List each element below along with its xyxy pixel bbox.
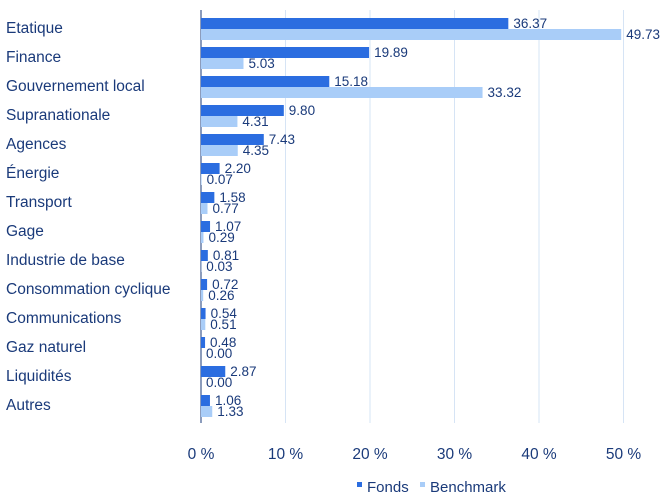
value-label: 0.51: [210, 317, 236, 332]
value-label: 2.87: [230, 364, 256, 379]
category-label: Gaz naturel: [6, 339, 86, 356]
category-label: Supranationale: [6, 107, 110, 124]
x-tick-label: 10 %: [268, 446, 304, 463]
category-labels: Etatique Finance Gouvernement local Suprana…: [6, 20, 171, 414]
bar-fonds: [201, 221, 211, 232]
bar-benchmark: [201, 116, 238, 127]
value-label: 4.35: [243, 143, 269, 158]
value-label: 9.80: [289, 103, 315, 118]
bar-benchmark: [201, 406, 213, 417]
value-label: 4.31: [242, 114, 268, 129]
category-label: Transport: [6, 194, 72, 211]
value-label: 1.06: [215, 393, 241, 408]
value-label: 1.33: [217, 404, 243, 419]
value-label: 1.58: [219, 190, 245, 205]
value-label: 0.54: [211, 306, 238, 321]
bar-fonds: [201, 163, 220, 174]
value-label: 0.00: [206, 346, 232, 361]
grid: [200, 10, 624, 423]
x-axis: 0 % 10 % 20 % 30 % 40 % 50 %: [188, 446, 642, 463]
legend-label: Benchmark: [430, 479, 506, 496]
value-label: 5.03: [249, 56, 275, 71]
value-label: 0.26: [208, 288, 234, 303]
bar-fonds: [201, 18, 509, 29]
category-label: Agences: [6, 136, 67, 153]
category-label: Autres: [6, 397, 51, 414]
bar-benchmark: [201, 145, 238, 156]
bar-fonds: [201, 337, 206, 348]
value-label: 19.89: [374, 45, 408, 60]
bar-benchmark: [201, 87, 483, 98]
bar-fonds: [201, 76, 330, 87]
category-label: Énergie: [6, 165, 59, 182]
value-label: 15.18: [334, 74, 368, 89]
value-label: 0.03: [206, 259, 232, 274]
bar-fonds: [201, 395, 210, 406]
legend-swatch: [357, 482, 362, 487]
value-label: 2.20: [225, 161, 251, 176]
value-labels: 36.37 49.73 19.89 5.03 15.18 33.32 9.80 4.317.4…: [206, 16, 660, 419]
x-tick-label: 50 %: [606, 446, 642, 463]
category-label: Gouvernement local: [6, 78, 145, 95]
bar-fonds: [201, 105, 284, 116]
x-tick-label: 40 %: [521, 446, 557, 463]
legend-label: Fonds: [367, 479, 409, 496]
value-label: 0.77: [213, 201, 239, 216]
bar-benchmark: [201, 203, 208, 214]
value-label: 7.43: [269, 132, 295, 147]
bar-fonds: [201, 308, 206, 319]
value-label: 0.81: [213, 248, 239, 263]
category-label: Etatique: [6, 20, 63, 37]
bar-benchmark: [201, 232, 204, 243]
value-label: 0.00: [206, 375, 232, 390]
value-label: 33.32: [488, 85, 522, 100]
x-tick-label: 20 %: [352, 446, 388, 463]
bar-benchmark: [201, 29, 622, 40]
bar-benchmark: [201, 290, 204, 301]
category-label: Finance: [6, 49, 61, 66]
bar-fonds: [201, 47, 370, 58]
value-label: 0.48: [210, 335, 236, 350]
category-label: Communications: [6, 310, 122, 327]
bars: [201, 18, 622, 417]
bar-fonds: [201, 192, 215, 203]
bar-fonds: [201, 134, 264, 145]
bar-benchmark: [201, 58, 244, 69]
bar-fonds: [201, 279, 208, 290]
x-tick-label: 0 %: [188, 446, 215, 463]
bar-fonds: [201, 250, 208, 261]
value-label: 0.07: [207, 172, 233, 187]
category-label: Gage: [6, 223, 44, 240]
bar-benchmark: [201, 174, 202, 185]
x-tick-label: 30 %: [437, 446, 473, 463]
bar-benchmark: [201, 319, 206, 330]
value-label: 0.72: [212, 277, 238, 292]
legend-swatch: [420, 482, 425, 487]
bar-fonds: [201, 366, 226, 377]
legend: Fonds Benchmark: [357, 479, 506, 496]
category-label: Industrie de base: [6, 252, 125, 269]
value-label: 49.73: [626, 27, 660, 42]
value-label: 1.07: [215, 219, 241, 234]
value-label: 36.37: [513, 16, 547, 31]
category-label: Consommation cyclique: [6, 281, 171, 298]
category-label: Liquidités: [6, 368, 72, 385]
value-label: 0.29: [208, 230, 234, 245]
